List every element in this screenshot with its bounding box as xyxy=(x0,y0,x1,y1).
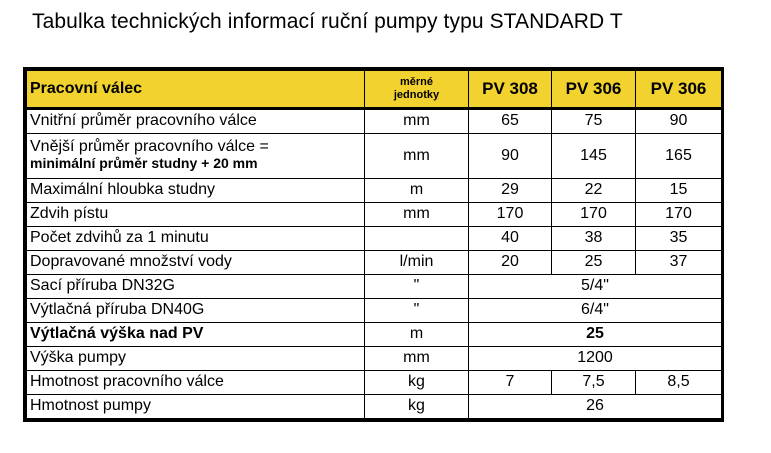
row-value-1: 7 xyxy=(468,370,552,395)
table-row: Vnitřní průměr pracovního válce mm 65 75… xyxy=(26,107,722,134)
table-row: Počet zdvihů za 1 minutu 40 38 35 xyxy=(26,226,722,251)
header-label: Pracovní válec xyxy=(26,70,365,109)
row-label: Hmotnost pumpy xyxy=(26,394,365,419)
row-label: Dopravované množství vody xyxy=(26,250,365,275)
header-col-3: PV 306 xyxy=(635,70,722,109)
row-value-1: 29 xyxy=(468,178,552,203)
row-label: Vnitřní průměr pracovního válce xyxy=(26,107,365,134)
row-label: Výtlačná příruba DN40G xyxy=(26,298,365,323)
row-label: Výtlačná výška nad PV xyxy=(26,322,365,347)
row-label-sub: minimální průměr studny + 20 mm xyxy=(30,155,258,171)
row-unit: kg xyxy=(364,394,469,419)
row-unit: " xyxy=(364,298,469,323)
row-label: Zdvih pístu xyxy=(26,202,365,227)
row-value-3: 15 xyxy=(635,178,722,203)
row-label: Sací příruba DN32G xyxy=(26,274,365,299)
row-value-span: 6/4" xyxy=(468,298,722,323)
row-value-span: 25 xyxy=(468,322,722,347)
row-unit: kg xyxy=(364,370,469,395)
row-unit: m xyxy=(364,178,469,203)
row-unit: mm xyxy=(364,133,469,179)
header-units: měrné jednotky xyxy=(364,70,469,109)
row-value-1: 90 xyxy=(468,133,552,179)
row-value-1: 20 xyxy=(468,250,552,275)
page-title: Tabulka technických informací ruční pump… xyxy=(32,10,623,33)
table-row: Hmotnost pumpy kg 26 xyxy=(26,394,722,419)
row-label: Počet zdvihů za 1 minutu xyxy=(26,226,365,251)
table-row: Hmotnost pracovního válce kg 7 7,5 8,5 xyxy=(26,370,722,395)
row-unit: l/min xyxy=(364,250,469,275)
row-value-2: 22 xyxy=(551,178,636,203)
row-value-2: 7,5 xyxy=(551,370,636,395)
tech-table-frame: Pracovní válec měrné jednotky PV 308 PV 3… xyxy=(23,67,724,422)
table-row: Maximální hloubka studny m 29 22 15 xyxy=(26,178,722,203)
row-value-2: 75 xyxy=(551,107,636,134)
table-row: Sací příruba DN32G " 5/4" xyxy=(26,274,722,299)
row-value-2: 38 xyxy=(551,226,636,251)
row-label: Maximální hloubka studny xyxy=(26,178,365,203)
row-label: Výška pumpy xyxy=(26,346,365,371)
header-col-2: PV 306 xyxy=(551,70,636,109)
header-units-line1: měrné xyxy=(399,75,434,88)
row-value-1: 170 xyxy=(468,202,552,227)
row-value-2: 25 xyxy=(551,250,636,275)
row-value-3: 165 xyxy=(635,133,722,179)
row-value-2: 145 xyxy=(551,133,636,179)
row-unit: mm xyxy=(364,107,469,134)
tech-table: Pracovní válec měrné jednotky PV 308 PV 3… xyxy=(26,70,722,419)
row-unit: mm xyxy=(364,202,469,227)
table-row: Zdvih pístu mm 170 170 170 xyxy=(26,202,722,227)
row-label: Vnější průměr pracovního válce = minimáln… xyxy=(26,133,365,179)
row-unit: m xyxy=(364,322,469,347)
header-units-line2: jednotky xyxy=(393,89,440,101)
row-value-3: 170 xyxy=(635,202,722,227)
table-header-row: Pracovní válec měrné jednotky PV 308 PV 3… xyxy=(26,70,722,109)
table-row: Výška pumpy mm 1200 xyxy=(26,346,722,371)
row-value-1: 65 xyxy=(468,107,552,134)
row-value-2: 170 xyxy=(551,202,636,227)
table-row: Vnější průměr pracovního válce = minimáln… xyxy=(26,133,722,179)
row-label: Hmotnost pracovního válce xyxy=(26,370,365,395)
row-value-3: 37 xyxy=(635,250,722,275)
row-unit xyxy=(364,226,469,251)
row-value-span: 5/4" xyxy=(468,274,722,299)
row-label-main: Vnější průměr pracovního válce = xyxy=(30,138,269,156)
row-value-3: 90 xyxy=(635,107,722,134)
row-value-span: 1200 xyxy=(468,346,722,371)
row-value-3: 35 xyxy=(635,226,722,251)
row-unit: mm xyxy=(364,346,469,371)
table-row: Výtlačná výška nad PV m 25 xyxy=(26,322,722,347)
row-value-span: 26 xyxy=(468,394,722,419)
header-col-1: PV 308 xyxy=(468,70,552,109)
row-unit: " xyxy=(364,274,469,299)
row-value-3: 8,5 xyxy=(635,370,722,395)
table-row: Výtlačná příruba DN40G " 6/4" xyxy=(26,298,722,323)
table-row: Dopravované množství vody l/min 20 25 37 xyxy=(26,250,722,275)
row-value-1: 40 xyxy=(468,226,552,251)
